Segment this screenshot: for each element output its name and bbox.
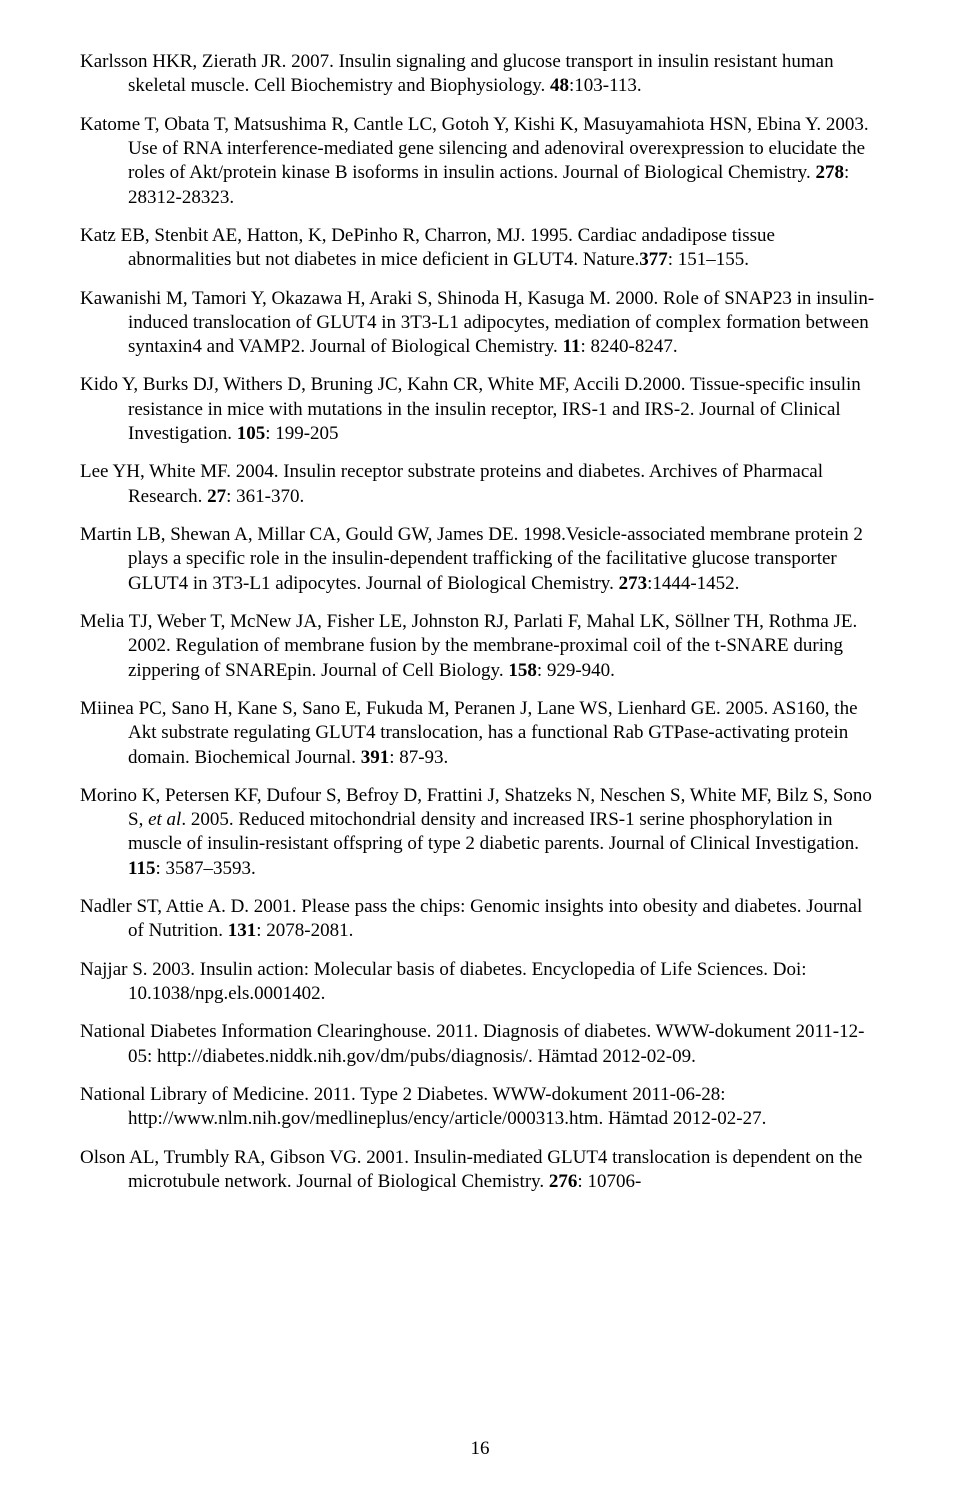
reference-text: . 2005. Reduced mitochondrial density an… [128, 809, 859, 854]
reference-text: :1444-1452. [647, 573, 739, 594]
reference-text: Lee YH, White MF. 2004. Insulin receptor… [80, 461, 823, 506]
reference-text: Katome T, Obata T, Matsushima R, Cantle … [80, 114, 869, 184]
reference-text: 131 [228, 920, 257, 941]
reference-entry: Kido Y, Burks DJ, Withers D, Bruning JC,… [80, 373, 880, 446]
reference-entry: Melia TJ, Weber T, McNew JA, Fisher LE, … [80, 610, 880, 683]
reference-entry: Morino K, Petersen KF, Dufour S, Befroy … [80, 784, 880, 881]
reference-text: 276 [549, 1171, 578, 1192]
reference-text: : 8240-8247. [580, 336, 677, 357]
reference-text: 273 [619, 573, 648, 594]
reference-list: Karlsson HKR, Zierath JR. 2007. Insulin … [80, 50, 880, 1194]
reference-text: National Diabetes Information Clearingho… [80, 1021, 864, 1066]
reference-text: et al [148, 809, 181, 830]
reference-entry: Lee YH, White MF. 2004. Insulin receptor… [80, 460, 880, 509]
reference-entry: Olson AL, Trumbly RA, Gibson VG. 2001. I… [80, 1146, 880, 1195]
reference-text: Miinea PC, Sano H, Kane S, Sano E, Fukud… [80, 698, 858, 768]
reference-text: : 151–155. [668, 249, 749, 270]
reference-text: Nadler ST, Attie A. D. 2001. Please pass… [80, 896, 862, 941]
reference-text: Kawanishi M, Tamori Y, Okazawa H, Araki … [80, 288, 874, 358]
reference-entry: Katome T, Obata T, Matsushima R, Cantle … [80, 113, 880, 210]
reference-text: 158 [508, 660, 537, 681]
reference-text: Melia TJ, Weber T, McNew JA, Fisher LE, … [80, 611, 857, 681]
reference-text: : 10706- [577, 1171, 641, 1192]
reference-entry: Nadler ST, Attie A. D. 2001. Please pass… [80, 895, 880, 944]
reference-text: : 3587–3593. [155, 858, 255, 879]
reference-text: : 361-370. [226, 486, 304, 507]
page-number: 16 [0, 1437, 960, 1461]
reference-text: Kido Y, Burks DJ, Withers D, Bruning JC,… [80, 374, 861, 444]
reference-text: 105 [237, 423, 266, 444]
reference-text: 48 [550, 75, 569, 96]
reference-entry: Miinea PC, Sano H, Kane S, Sano E, Fukud… [80, 697, 880, 770]
reference-text: : 2078-2081. [256, 920, 353, 941]
reference-entry: Karlsson HKR, Zierath JR. 2007. Insulin … [80, 50, 880, 99]
reference-text: : 87-93. [389, 747, 448, 768]
reference-text: :103-113. [569, 75, 642, 96]
reference-entry: Katz EB, Stenbit AE, Hatton, K, DePinho … [80, 224, 880, 273]
reference-entry: Najjar S. 2003. Insulin action: Molecula… [80, 958, 880, 1007]
reference-text: : 199-205 [265, 423, 338, 444]
reference-text: 278 [815, 162, 844, 183]
reference-text: Karlsson HKR, Zierath JR. 2007. Insulin … [80, 51, 834, 96]
reference-text: Olson AL, Trumbly RA, Gibson VG. 2001. I… [80, 1147, 862, 1192]
reference-text: 115 [128, 858, 155, 879]
reference-text: 377 [639, 249, 668, 270]
reference-text: 27 [207, 486, 226, 507]
reference-text: Martin LB, Shewan A, Millar CA, Gould GW… [80, 524, 863, 594]
reference-text: 11 [563, 336, 581, 357]
reference-text: 391 [361, 747, 390, 768]
reference-text: : 929-940. [537, 660, 615, 681]
reference-text: Najjar S. 2003. Insulin action: Molecula… [80, 959, 807, 1004]
reference-entry: National Diabetes Information Clearingho… [80, 1020, 880, 1069]
reference-text: National Library of Medicine. 2011. Type… [80, 1084, 766, 1129]
reference-entry: Martin LB, Shewan A, Millar CA, Gould GW… [80, 523, 880, 596]
reference-entry: National Library of Medicine. 2011. Type… [80, 1083, 880, 1132]
reference-entry: Kawanishi M, Tamori Y, Okazawa H, Araki … [80, 287, 880, 360]
